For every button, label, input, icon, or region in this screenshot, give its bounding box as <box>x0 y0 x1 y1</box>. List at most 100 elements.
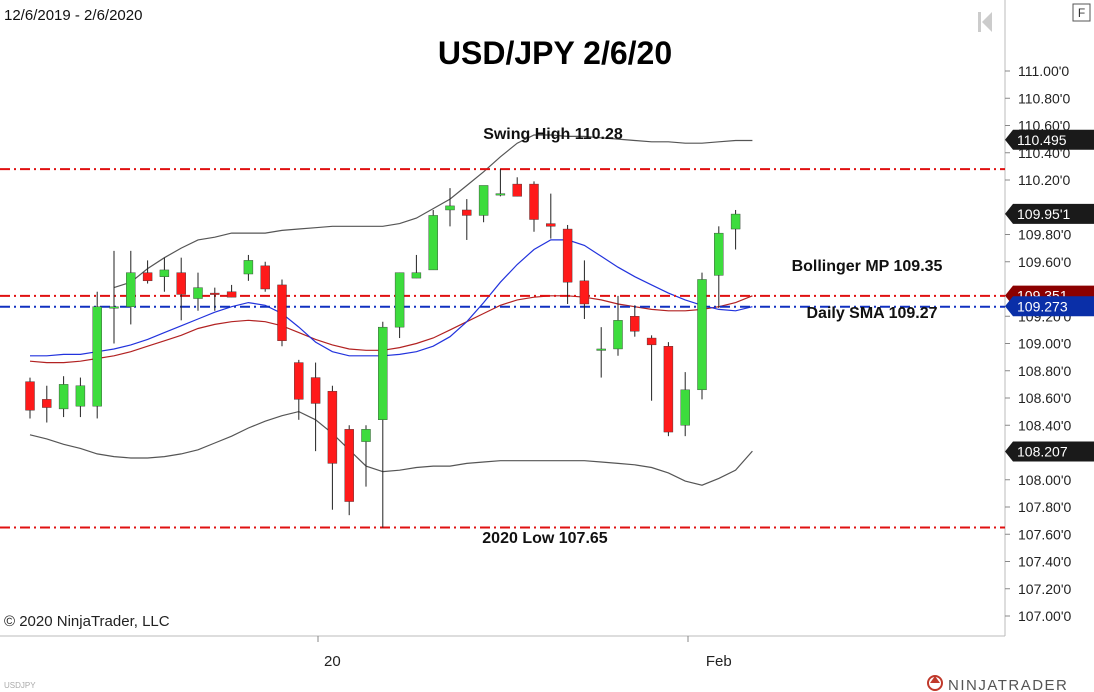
candle <box>109 250 119 344</box>
candle-body-up <box>159 269 170 277</box>
date-range-label: 12/6/2019 - 2/6/2020 <box>4 7 142 24</box>
candle <box>344 425 354 516</box>
candle-body-down <box>310 377 321 404</box>
candle-body-up <box>428 215 438 271</box>
candle <box>226 284 237 298</box>
candle-body-up <box>361 429 371 442</box>
candle <box>277 279 287 347</box>
candle <box>159 257 170 292</box>
price-marker: 109.95'1 <box>1005 203 1094 224</box>
candle <box>680 372 690 437</box>
candle <box>361 425 371 487</box>
price-marker-bg <box>1005 296 1094 317</box>
candle <box>260 261 270 292</box>
y-tick-label: 107.00'0 <box>1018 608 1071 624</box>
candle <box>243 254 254 281</box>
candle-body-down <box>344 429 354 502</box>
price-marker-bg <box>1005 203 1094 224</box>
candle <box>714 226 724 309</box>
candle <box>394 272 405 339</box>
candle <box>428 209 438 271</box>
candle-body-up <box>243 260 254 275</box>
y-tick-label: 110.20'0 <box>1018 172 1070 188</box>
price-marker-label: 110.495 <box>1017 132 1067 148</box>
candle-body-down <box>663 346 674 433</box>
x-tick-label: Feb <box>706 653 732 670</box>
candle-body-down <box>210 292 220 295</box>
candle <box>630 305 640 337</box>
candle <box>42 385 52 423</box>
candle-body-up <box>394 272 405 328</box>
collapse-panel-icon[interactable] <box>978 12 992 32</box>
bollinger-upper-line <box>113 134 753 289</box>
candle-body-up <box>58 384 69 410</box>
candle-body-up <box>126 272 136 307</box>
daily-sma-line <box>30 239 753 357</box>
candle <box>310 362 321 452</box>
candle-body-up <box>697 279 707 391</box>
candle-body-up <box>92 306 102 407</box>
candle <box>142 260 153 284</box>
svg-text:F: F <box>1078 6 1085 20</box>
x-tick-label: 20 <box>324 653 341 670</box>
bollinger-lower-line <box>29 410 753 486</box>
ninjatrader-logo: NINJATRADER <box>927 675 1067 692</box>
candle <box>512 177 522 197</box>
candle-body-up <box>613 320 623 350</box>
candle <box>176 257 186 321</box>
candle-body-up <box>596 348 606 351</box>
candle <box>411 254 422 279</box>
candle-body-up <box>714 232 724 276</box>
candle <box>193 272 203 311</box>
candle <box>546 193 556 239</box>
candle <box>126 250 136 325</box>
y-tick-label: 110.60'0 <box>1018 118 1070 134</box>
candle <box>445 188 455 227</box>
candle-body-down <box>546 223 556 227</box>
price-marker-label: 108.207 <box>1017 444 1068 460</box>
y-tick-label: 109.60'0 <box>1018 254 1071 270</box>
candle <box>562 224 573 304</box>
candle-body-down <box>42 399 52 408</box>
candle <box>730 209 741 250</box>
candle-body-down <box>462 209 472 216</box>
y-tick-label: 107.80'0 <box>1018 499 1071 515</box>
y-tick-label: 110.80'0 <box>1018 90 1070 106</box>
candle-body-down <box>277 284 287 341</box>
candle <box>378 321 388 528</box>
candle <box>92 291 102 419</box>
candle <box>579 260 590 319</box>
y-tick-label: 107.20'0 <box>1018 581 1071 597</box>
y-tick-label: 108.40'0 <box>1018 417 1071 433</box>
symbol-label: USDJPY <box>4 681 36 690</box>
candle-body-up <box>730 213 741 230</box>
candle-body-up <box>478 185 489 216</box>
price-marker-label: 109.273 <box>1017 298 1068 314</box>
candle-body-down <box>562 228 573 283</box>
y-tick-label: 109.80'0 <box>1018 227 1071 243</box>
candle <box>663 342 674 437</box>
candle-body-up <box>75 385 86 407</box>
y-tick-label: 109.00'0 <box>1018 336 1071 352</box>
candle-body-down <box>260 265 270 290</box>
candle-body-up <box>378 326 388 420</box>
candle <box>294 359 304 420</box>
f-button[interactable]: F <box>1072 3 1091 22</box>
y-tick-label: 108.80'0 <box>1018 363 1071 379</box>
candle-body-up <box>680 389 690 426</box>
y-tick-label: 108.00'0 <box>1018 472 1071 488</box>
candle <box>495 169 506 197</box>
candle-body-up <box>109 306 119 309</box>
y-tick-label: 107.60'0 <box>1018 526 1071 542</box>
candle-body-down <box>327 390 338 464</box>
y-tick-label: 107.40'0 <box>1018 554 1071 570</box>
candle-body-up <box>193 287 203 299</box>
candle-body-down <box>226 291 237 298</box>
level-label-daily-sma: Daily SMA 109.27 <box>806 305 937 322</box>
level-label-bollinger-mp: Bollinger MP 109.35 <box>792 258 943 275</box>
candle <box>58 376 69 418</box>
candle <box>327 385 338 510</box>
candle <box>529 181 539 232</box>
candle-body-down <box>25 381 35 411</box>
